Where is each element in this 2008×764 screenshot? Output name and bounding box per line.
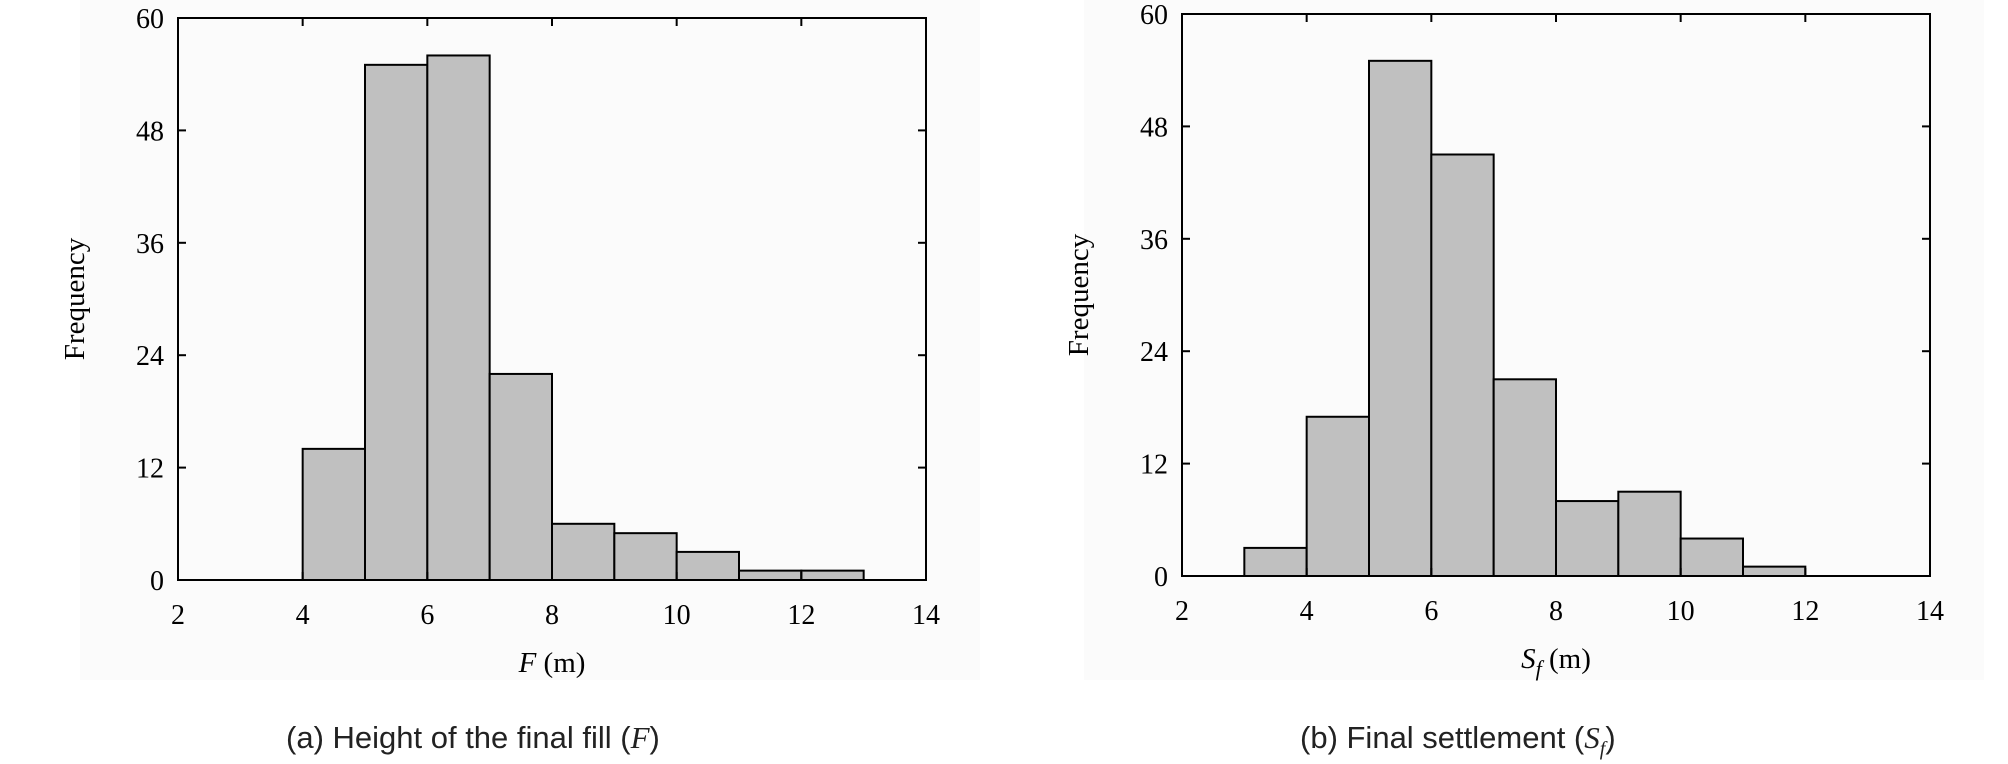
x-axis-label: Sf (m)	[1521, 643, 1591, 681]
histogram-bar	[1679, 537, 1745, 577]
bars-group	[1243, 59, 1807, 578]
histogram-bar	[1368, 59, 1433, 578]
x-tick-label: 12	[1791, 596, 1819, 627]
x-axis-symbol: S	[1521, 643, 1536, 675]
caption-b-prefix: (b) Final settlement (	[1300, 720, 1585, 755]
y-tick-label: 60	[1140, 0, 1168, 31]
y-tick-label: 0	[150, 566, 164, 597]
histogram-bar	[301, 447, 366, 581]
x-axis-symbol: F	[518, 647, 537, 679]
y-tick-label: 60	[136, 4, 164, 35]
histogram-bar	[1305, 415, 1370, 577]
plot-background	[1084, 0, 1984, 680]
x-axis-unit: (m)	[536, 647, 585, 679]
histogram-bar	[1617, 490, 1682, 578]
histogram-bar	[1555, 500, 1620, 578]
y-tick-label: 0	[1154, 562, 1168, 593]
y-tick-label: 36	[136, 229, 164, 260]
bars-group	[301, 54, 865, 582]
caption-a: (a) Height of the final fill (F)	[286, 720, 660, 756]
caption-b-symbol: S	[1584, 720, 1600, 755]
y-axis-label: Frequency	[1063, 233, 1095, 356]
x-tick-label: 12	[787, 600, 815, 631]
histogram-panel-a: 0 12 24 36 48 60 2 4 6 8 10 12 14 Frequency F (m)	[59, 0, 980, 680]
x-tick-label: 4	[1300, 596, 1314, 627]
x-axis-unit: (m)	[1542, 643, 1591, 675]
histogram-bar	[675, 550, 741, 582]
x-tick-label: 6	[1424, 596, 1438, 627]
x-tick-label: 2	[171, 600, 185, 631]
caption-b-suffix: )	[1605, 720, 1616, 755]
x-tick-label: 8	[1549, 596, 1563, 627]
x-axis-subscript: f	[1536, 656, 1545, 681]
x-tick-label: 8	[545, 600, 559, 631]
y-tick-label: 24	[1140, 337, 1168, 368]
histogram-bar	[426, 54, 491, 581]
y-tick-label: 36	[1140, 225, 1168, 256]
y-axis-label: Frequency	[59, 237, 91, 360]
y-tick-label: 12	[136, 454, 164, 485]
x-tick-label: 14	[912, 600, 940, 631]
x-tick-label: 4	[296, 600, 310, 631]
y-tick-label: 12	[1140, 450, 1168, 481]
x-tick-label: 2	[1175, 596, 1189, 627]
caption-b-subscript: f	[1599, 738, 1606, 761]
histogram-bar	[1243, 546, 1308, 578]
caption-a-suffix: )	[649, 720, 660, 755]
x-tick-label: 14	[1916, 596, 1944, 627]
histogram-bar	[551, 522, 616, 581]
histogram-bar	[613, 532, 678, 582]
x-tick-label: 10	[1667, 596, 1695, 627]
histogram-bar	[800, 569, 865, 582]
histogram-bar	[364, 63, 429, 582]
y-tick-label: 24	[136, 341, 164, 372]
x-tick-label: 6	[420, 600, 434, 631]
x-axis-label: F (m)	[518, 647, 586, 679]
histogram-panel-b: 0 12 24 36 48 60 2 4 6 8 10 12 14 Frequency Sf (m)	[1004, 0, 2008, 764]
y-tick-label: 48	[1140, 112, 1168, 143]
histogram-bar	[1742, 565, 1807, 578]
caption-a-symbol: F	[630, 720, 650, 755]
x-tick-label: 10	[663, 600, 691, 631]
histogram-bar	[488, 372, 553, 581]
histogram-bar	[1492, 378, 1557, 577]
histogram-bar	[738, 569, 803, 582]
y-tick-label: 48	[136, 116, 164, 147]
histogram-bar	[1430, 153, 1495, 577]
caption-b: (b) Final settlement (Sf)	[1300, 720, 1616, 761]
caption-a-prefix: (a) Height of the final fill (	[286, 720, 631, 755]
